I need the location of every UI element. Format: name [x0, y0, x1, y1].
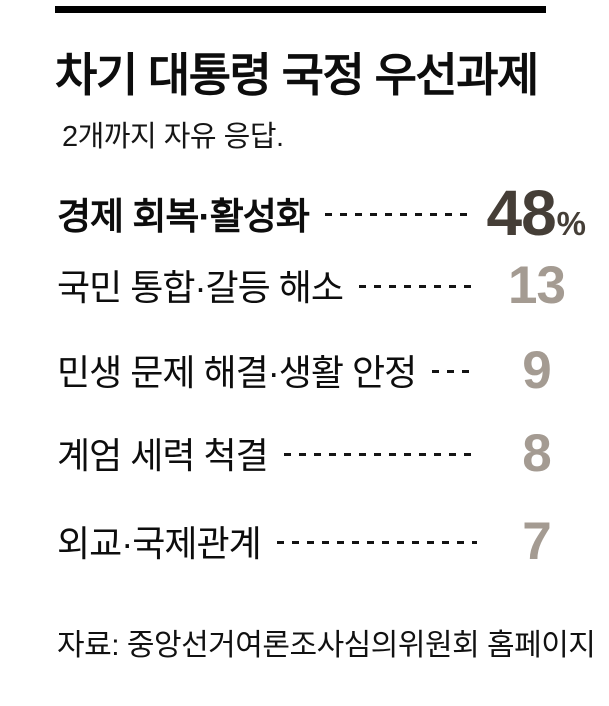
priority-list: 경제 회복·활성화 48% 국민 통합·갈등 해소 13 민생 문제 해결·생활… — [57, 0, 586, 600]
page-subtitle: 2개까지 자유 응답. — [62, 121, 284, 153]
list-item: 국민 통합·갈등 해소 13 — [57, 255, 585, 315]
dotted-leader-line — [283, 452, 477, 456]
percent-sign: % — [556, 205, 586, 242]
value-number: 8 — [522, 423, 552, 483]
row-label: 경제 회복·활성화 — [57, 196, 310, 237]
row-value: 48% — [486, 176, 586, 250]
value-number: 7 — [522, 511, 552, 571]
row-label: 민생 문제 해결·생활 안정 — [57, 352, 417, 393]
dotted-leader-line — [432, 369, 477, 373]
value-number: 9 — [522, 340, 552, 400]
row-label: 국민 통합·갈등 해소 — [57, 267, 344, 308]
top-rule-divider — [55, 6, 546, 13]
list-item: 경제 회복·활성화 48% — [57, 177, 586, 249]
row-value: 7 — [489, 511, 585, 572]
dotted-leader-line — [324, 212, 475, 216]
page-title: 차기 대통령 국정 우선과제 — [55, 49, 539, 101]
list-item: 계엄 세력 척결 8 — [57, 423, 585, 483]
value-number: 13 — [508, 255, 566, 315]
row-label: 계엄 세력 척결 — [57, 435, 269, 476]
row-label: 외교·국제관계 — [57, 523, 262, 564]
dotted-leader-line — [358, 284, 477, 288]
value-number: 48 — [486, 177, 556, 249]
row-value: 8 — [489, 423, 585, 484]
source-note: 자료: 중앙선거여론조사심의위원회 홈페이지 — [57, 629, 596, 662]
list-item: 민생 문제 해결·생활 안정 9 — [57, 340, 585, 400]
dotted-leader-line — [276, 540, 477, 544]
row-value: 13 — [489, 255, 585, 316]
row-value: 9 — [489, 340, 585, 401]
list-item: 외교·국제관계 7 — [57, 511, 585, 571]
